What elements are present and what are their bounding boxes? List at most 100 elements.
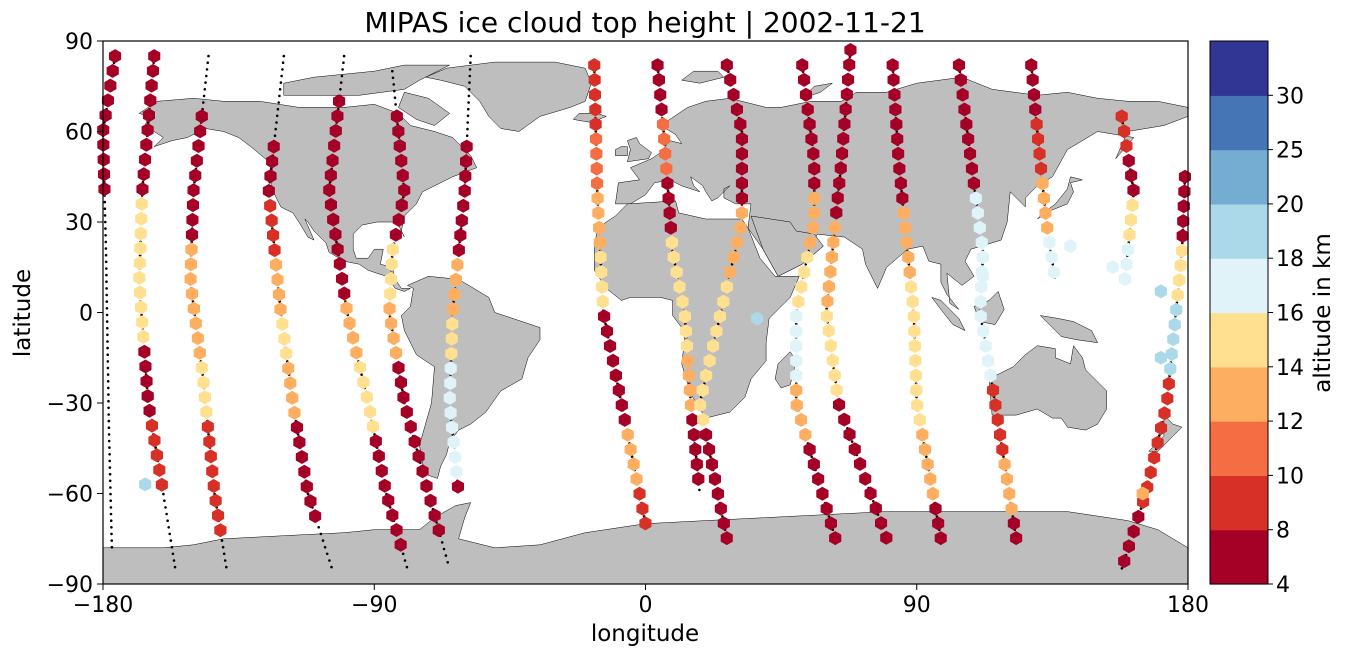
cloud-marker (612, 383, 625, 398)
cloud-marker (684, 398, 697, 413)
track-dot (440, 541, 444, 544)
cloud-marker (713, 309, 726, 324)
track-dot (319, 532, 323, 536)
track-dot (403, 559, 407, 562)
cloud-marker (1174, 258, 1187, 273)
cloud-marker (952, 58, 965, 73)
cloud-marker (820, 501, 833, 516)
cloud-marker (198, 390, 211, 405)
cloud-marker (109, 49, 122, 64)
cloud-marker (735, 176, 748, 191)
cloud-marker (139, 477, 152, 492)
track-dot (810, 455, 813, 459)
cloud-marker (790, 383, 803, 398)
cloud-marker (888, 87, 901, 102)
cloud-marker (595, 265, 608, 280)
track-dot (323, 545, 327, 549)
cloud-marker (799, 427, 812, 442)
track-dot (204, 81, 207, 84)
cloud-marker (913, 412, 926, 427)
cloud-marker (828, 368, 841, 383)
cloud-marker (890, 117, 903, 132)
track-dot (274, 127, 278, 131)
cloud-marker (909, 353, 922, 368)
cloud-marker (397, 390, 410, 405)
cloud-marker (150, 448, 163, 463)
track-dot (360, 373, 363, 376)
track-dot (169, 539, 173, 542)
cloud-marker (687, 427, 700, 442)
cloud-marker (135, 196, 148, 211)
cloud-marker (389, 227, 402, 242)
track-dot (225, 565, 228, 569)
cloud-marker (270, 257, 283, 272)
cloud-marker (916, 427, 929, 442)
track-dot (108, 479, 112, 483)
cloud-marker (735, 146, 748, 161)
track-dot (278, 94, 281, 98)
cloud-marker (1039, 206, 1052, 220)
cloud-marker (392, 124, 405, 139)
cloud-marker (707, 339, 720, 353)
track-dot (106, 366, 110, 370)
track-dot (280, 74, 283, 78)
cloud-marker (135, 211, 148, 226)
cloud-marker (276, 317, 289, 331)
track-dot (107, 406, 110, 410)
cloud-marker (137, 329, 150, 344)
track-dot (110, 526, 113, 529)
cloud-marker (808, 176, 821, 191)
cloud-marker (282, 361, 295, 376)
cloud-marker (1036, 176, 1049, 191)
cloud-marker (1119, 272, 1132, 286)
track-dot (165, 512, 168, 516)
cloud-marker (892, 146, 905, 161)
track-dot (388, 506, 392, 509)
track-dot (104, 227, 107, 230)
cloud-marker (428, 508, 441, 523)
track-dot (110, 539, 113, 542)
cloud-marker (839, 102, 852, 117)
cloud-marker (964, 146, 977, 161)
cloud-marker (458, 183, 471, 198)
cloud-marker (1136, 486, 1149, 501)
colorbar-tick-label: 14 (1276, 356, 1304, 381)
track-dot (108, 446, 111, 449)
cloud-marker (717, 516, 730, 531)
cloud-marker (190, 153, 203, 168)
cloud-marker (909, 368, 922, 383)
cloud-marker (445, 346, 458, 361)
cloud-marker (908, 339, 921, 353)
track-dot (105, 300, 109, 303)
cloud-marker (1170, 302, 1183, 317)
cloud-marker (385, 316, 398, 331)
cloud-marker (189, 316, 202, 331)
cloud-marker (678, 309, 691, 324)
cloud-marker (1121, 242, 1135, 257)
cloud-marker (1165, 347, 1178, 362)
cloud-marker (447, 435, 460, 450)
cloud-marker (432, 523, 445, 538)
cloud-marker (910, 383, 923, 398)
cloud-marker (412, 449, 425, 464)
track-dot (339, 88, 342, 91)
cloud-marker (1164, 361, 1177, 376)
cloud-marker (808, 161, 821, 176)
cloud-marker (958, 102, 971, 117)
cloud-marker (1161, 391, 1174, 406)
track-dot (107, 386, 110, 390)
cloud-marker (727, 250, 740, 265)
cloud-marker (821, 294, 834, 309)
colorbar-bin (1210, 529, 1268, 585)
cloud-marker (347, 330, 360, 345)
cloud-marker (139, 152, 152, 167)
land-greenland (425, 61, 592, 132)
cloud-marker (956, 87, 969, 102)
colorbar: 4 8 10 12 14 16 18 20 25 30 (1209, 40, 1304, 598)
cloud-marker (812, 472, 825, 486)
track-dot (107, 413, 110, 416)
cloud-marker (137, 167, 150, 182)
cloud-marker (340, 301, 353, 316)
cloud-marker (906, 294, 919, 309)
cloud-marker (590, 132, 603, 146)
